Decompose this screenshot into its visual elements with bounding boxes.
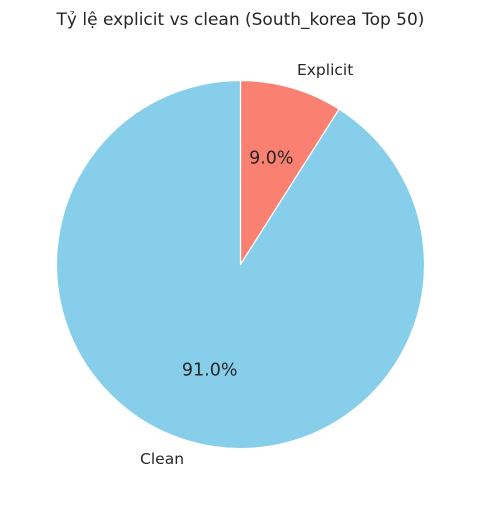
slice-label-explicit: Explicit [297,61,353,79]
chart-title: Tỷ lệ explicit vs clean (South_korea Top… [56,10,425,30]
pie-slices [55,79,426,450]
pct-label-clean: 91.0% [182,361,238,381]
pie-labels: Explicit 9.0% Clean 91.0% [140,61,353,468]
pct-label-explicit: 9.0% [249,148,293,168]
pie-slice-clean [55,79,426,450]
pie-slice-explicit [239,79,340,266]
slice-label-clean: Clean [140,450,184,468]
